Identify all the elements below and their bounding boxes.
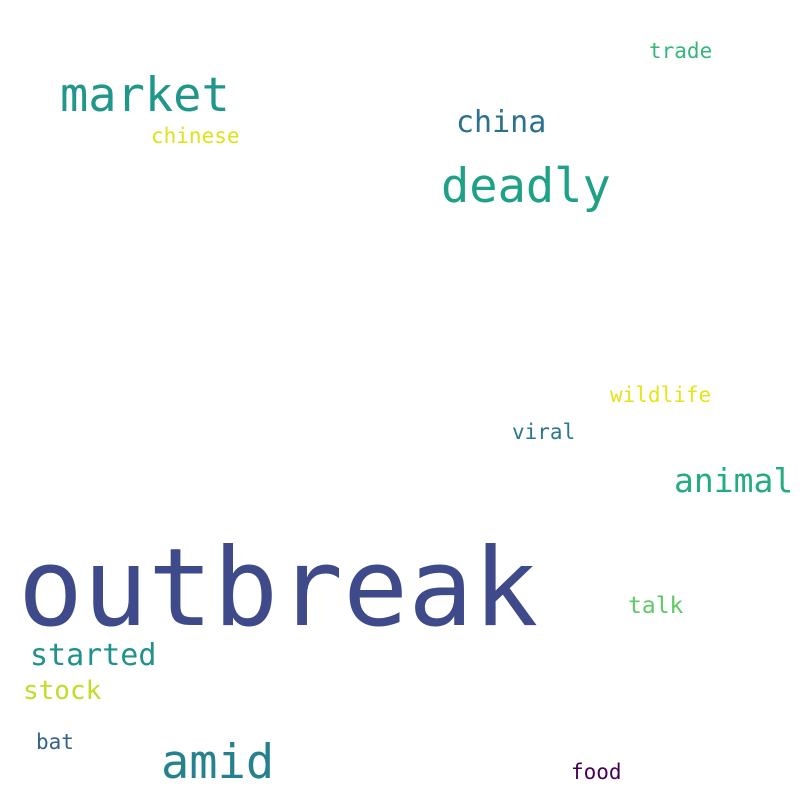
- word-outbreak: outbreak: [18, 526, 539, 651]
- word-deadly: deadly: [441, 159, 611, 214]
- word-wildlife: wildlife: [610, 383, 712, 407]
- word-viral: viral: [512, 420, 576, 444]
- word-trade: trade: [649, 39, 713, 63]
- word-amid: amid: [161, 735, 275, 790]
- word-food: food: [571, 760, 622, 784]
- word-stock: stock: [23, 676, 102, 706]
- word-market: market: [60, 68, 230, 123]
- word-bat: bat: [36, 730, 74, 754]
- word-started: started: [30, 638, 157, 673]
- word-china: china: [456, 105, 547, 140]
- word-talk: talk: [628, 593, 684, 619]
- word-chinese: chinese: [151, 124, 240, 148]
- word-animal: animal: [674, 461, 794, 500]
